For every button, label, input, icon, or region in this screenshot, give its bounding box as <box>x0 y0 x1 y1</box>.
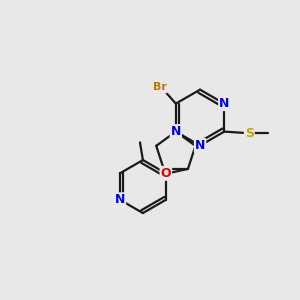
Text: N: N <box>219 97 230 110</box>
Text: O: O <box>160 167 171 180</box>
Text: Br: Br <box>153 82 166 92</box>
Text: S: S <box>245 127 254 140</box>
Text: N: N <box>195 139 205 152</box>
Text: N: N <box>171 125 181 138</box>
Text: N: N <box>115 193 125 206</box>
